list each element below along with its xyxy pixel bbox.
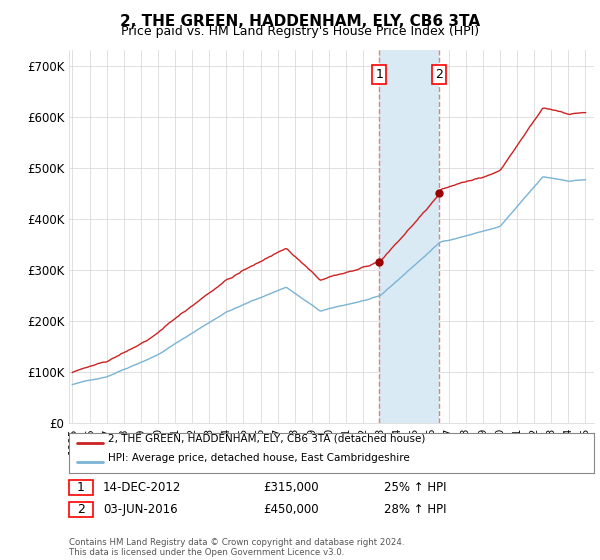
Text: 03-JUN-2016: 03-JUN-2016: [103, 503, 178, 516]
Text: 2: 2: [435, 68, 443, 81]
Text: 2: 2: [77, 503, 85, 516]
Text: HPI: Average price, detached house, East Cambridgeshire: HPI: Average price, detached house, East…: [109, 452, 410, 463]
Text: Price paid vs. HM Land Registry's House Price Index (HPI): Price paid vs. HM Land Registry's House …: [121, 25, 479, 38]
Text: Contains HM Land Registry data © Crown copyright and database right 2024.
This d: Contains HM Land Registry data © Crown c…: [69, 538, 404, 557]
Text: 2, THE GREEN, HADDENHAM, ELY, CB6 3TA (detached house): 2, THE GREEN, HADDENHAM, ELY, CB6 3TA (d…: [109, 434, 426, 444]
Text: 28% ↑ HPI: 28% ↑ HPI: [384, 503, 446, 516]
Bar: [379, 50, 439, 423]
Bar: [69, 480, 92, 496]
Text: 1: 1: [77, 481, 85, 494]
Text: 25% ↑ HPI: 25% ↑ HPI: [384, 481, 446, 494]
Text: £450,000: £450,000: [263, 503, 319, 516]
Bar: [69, 502, 92, 517]
Text: £315,000: £315,000: [263, 481, 319, 494]
Text: 2, THE GREEN, HADDENHAM, ELY, CB6 3TA: 2, THE GREEN, HADDENHAM, ELY, CB6 3TA: [120, 14, 480, 29]
Text: 14-DEC-2012: 14-DEC-2012: [103, 481, 182, 494]
Text: 1: 1: [376, 68, 383, 81]
